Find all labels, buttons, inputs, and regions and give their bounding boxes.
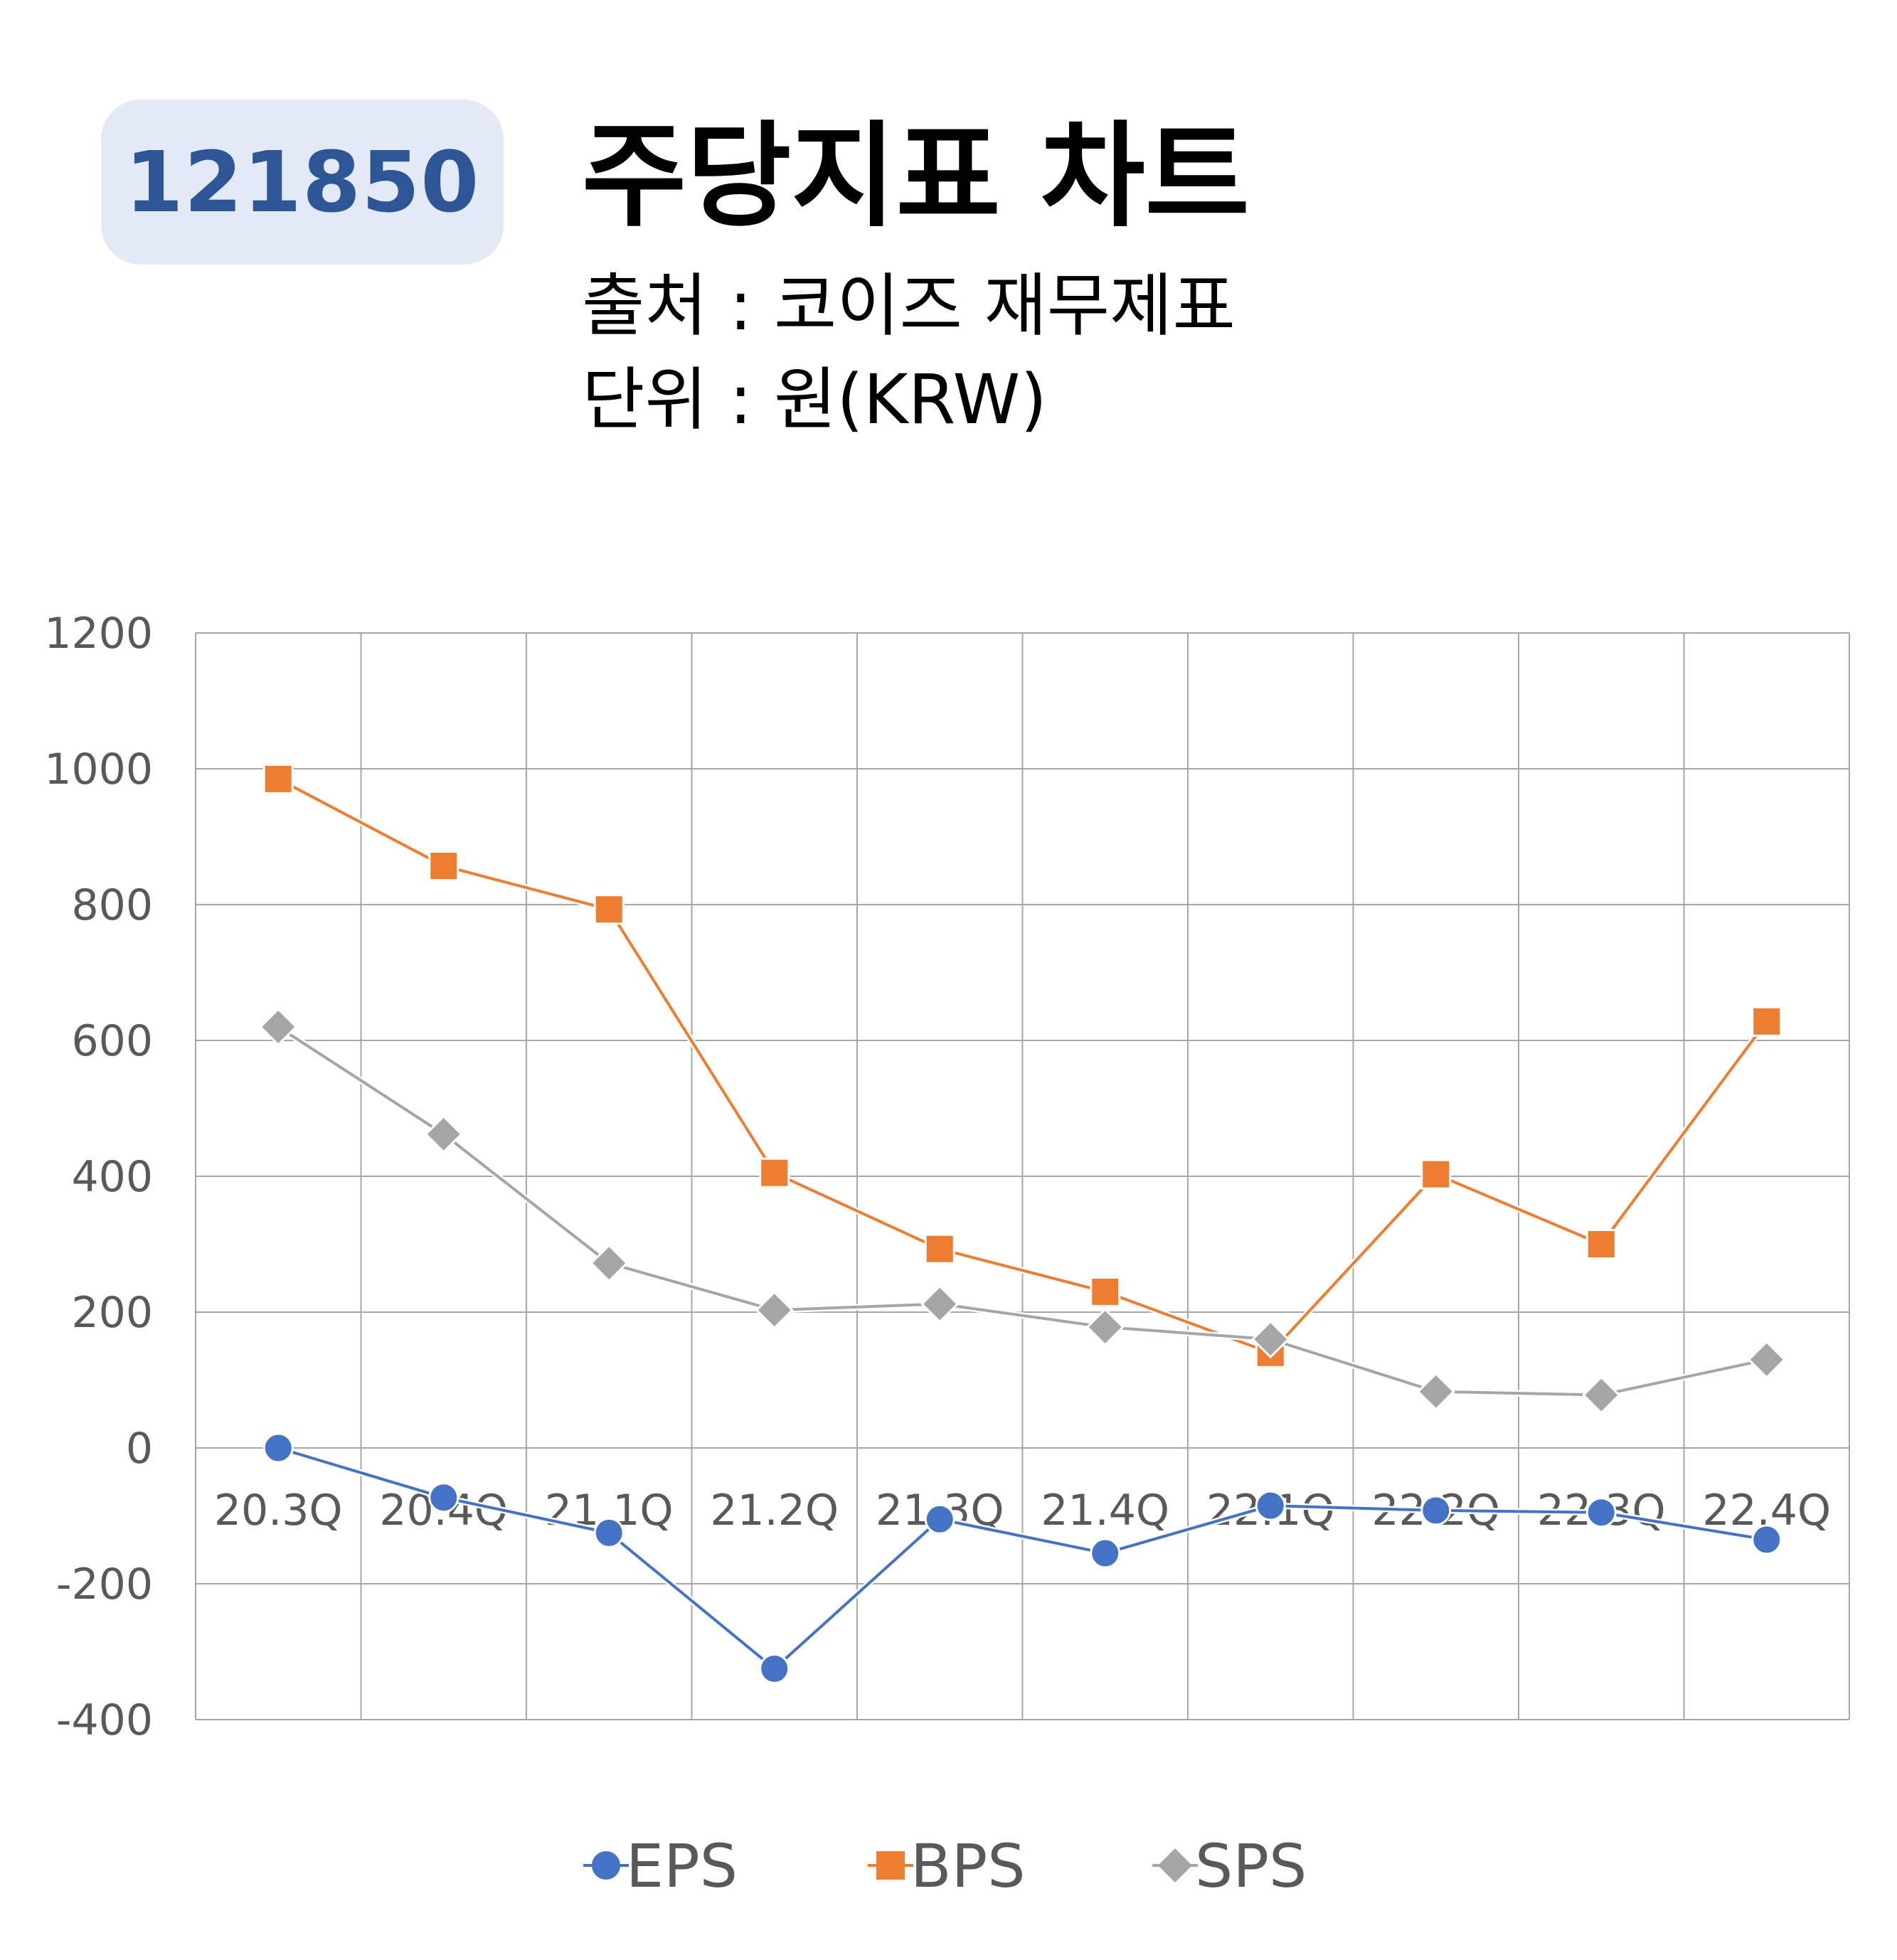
bps-point	[924, 1233, 955, 1264]
legend-label: BPS	[910, 1831, 1026, 1901]
series-line	[277, 1026, 1768, 1397]
bps-point	[262, 763, 294, 794]
sps-point	[1085, 1307, 1125, 1347]
legend-eps-marker	[592, 1851, 620, 1880]
y-tick-label: 400	[71, 1152, 153, 1202]
eps-point	[1751, 1524, 1782, 1555]
x-tick-label: 21.2Q	[710, 1486, 839, 1535]
legend-label: SPS	[1195, 1831, 1307, 1901]
stock-code: 121850	[124, 133, 480, 231]
sps-point	[1251, 1320, 1290, 1359]
eps-point	[428, 1482, 459, 1513]
bps-point	[1420, 1159, 1452, 1190]
sps-point	[1747, 1340, 1786, 1379]
eps-point	[262, 1432, 294, 1464]
source-label: 출처 : 코이즈 재무제표	[582, 266, 1236, 346]
series-sps	[259, 1007, 1786, 1415]
y-tick-label: 800	[71, 880, 153, 930]
sps-point	[590, 1244, 629, 1283]
x-tick-label: 20.3Q	[214, 1486, 343, 1535]
legend-sps-marker	[1158, 1848, 1192, 1882]
bps-point	[428, 851, 459, 882]
bps-point	[593, 894, 625, 925]
sps-point	[259, 1007, 298, 1047]
bps-point	[1090, 1276, 1121, 1307]
sps-point	[1582, 1375, 1621, 1415]
data-series	[259, 763, 1786, 1684]
eps-point	[593, 1517, 625, 1548]
chart-title: 주당지표 차트	[582, 110, 1250, 243]
series-line	[277, 777, 1768, 1355]
y-tick-label: -400	[56, 1695, 153, 1745]
legend-bps-marker	[876, 1851, 905, 1880]
sps-point	[920, 1284, 960, 1323]
eps-point	[759, 1653, 790, 1684]
y-tick-label: 600	[71, 1016, 153, 1066]
y-tick-label: -200	[56, 1560, 153, 1609]
y-tick-label: 0	[126, 1424, 153, 1474]
y-tick-label: 1000	[44, 745, 153, 794]
eps-point	[1585, 1497, 1617, 1528]
series-bps	[262, 763, 1782, 1368]
legend: EPS BPS SPS	[583, 1831, 1307, 1901]
sps-point	[1416, 1372, 1455, 1411]
eps-point	[1420, 1495, 1452, 1526]
sps-point	[424, 1114, 463, 1154]
stock-code-badge: 121850	[101, 100, 504, 265]
bps-point	[1751, 1006, 1782, 1037]
eps-point	[1255, 1490, 1286, 1521]
bps-point	[759, 1157, 790, 1188]
y-tick-label: 200	[71, 1288, 153, 1338]
unit-label: 단위 : 원(KRW)	[582, 360, 1047, 440]
series-line	[277, 1447, 1768, 1671]
sps-point	[755, 1291, 794, 1330]
eps-point	[924, 1503, 955, 1535]
y-axis-ticks: 1200 1000 800 600 400 200 0 -200 -400	[44, 609, 153, 1745]
eps-point	[1090, 1538, 1121, 1569]
series-eps	[262, 1432, 1782, 1684]
legend-label: EPS	[626, 1831, 738, 1901]
y-tick-label: 1200	[44, 609, 153, 659]
grid-lines	[195, 632, 1850, 1720]
bps-point	[1585, 1229, 1617, 1259]
x-tick-label: 21.4Q	[1041, 1486, 1169, 1535]
